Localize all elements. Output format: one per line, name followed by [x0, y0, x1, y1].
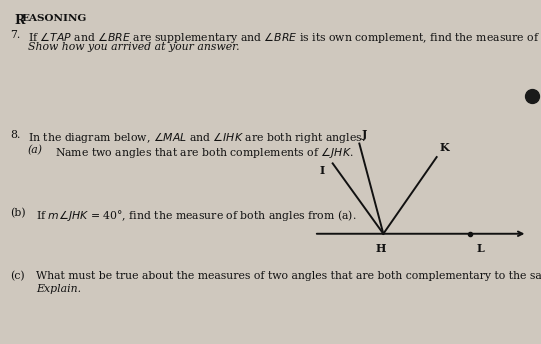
- Text: K: K: [439, 142, 449, 153]
- Text: J: J: [362, 129, 367, 140]
- Text: What must be true about the measures of two angles that are both complementary t: What must be true about the measures of …: [36, 271, 541, 281]
- Text: R: R: [14, 14, 24, 27]
- Text: 8.: 8.: [10, 130, 21, 140]
- Text: EASONING: EASONING: [21, 14, 87, 23]
- Text: Explain.: Explain.: [36, 284, 81, 294]
- Text: (c): (c): [10, 271, 25, 281]
- Text: (b): (b): [10, 208, 25, 218]
- Text: In the diagram below, $\mathit{∠MAL}$ and $\mathit{∠IHK}$ are both right angles.: In the diagram below, $\mathit{∠MAL}$ an…: [28, 130, 365, 145]
- Text: L: L: [477, 243, 484, 254]
- Text: If $\mathit{∠TAP}$ and $\mathit{∠BRE}$ are supplementary and $\mathit{∠BRE}$ is : If $\mathit{∠TAP}$ and $\mathit{∠BRE}$ a…: [28, 30, 541, 45]
- Text: If $m\mathit{∠JHK}$ = 40°, find the measure of both angles from (a).: If $m\mathit{∠JHK}$ = 40°, find the meas…: [36, 208, 357, 223]
- Text: H: H: [375, 243, 386, 254]
- Text: (a): (a): [28, 145, 43, 155]
- Text: I: I: [319, 165, 325, 176]
- Text: 7.: 7.: [10, 30, 20, 40]
- Text: Show how you arrived at your answer.: Show how you arrived at your answer.: [28, 42, 240, 52]
- Text: Name two angles that are both complements of $\mathit{∠JHK}$.: Name two angles that are both complement…: [55, 145, 353, 160]
